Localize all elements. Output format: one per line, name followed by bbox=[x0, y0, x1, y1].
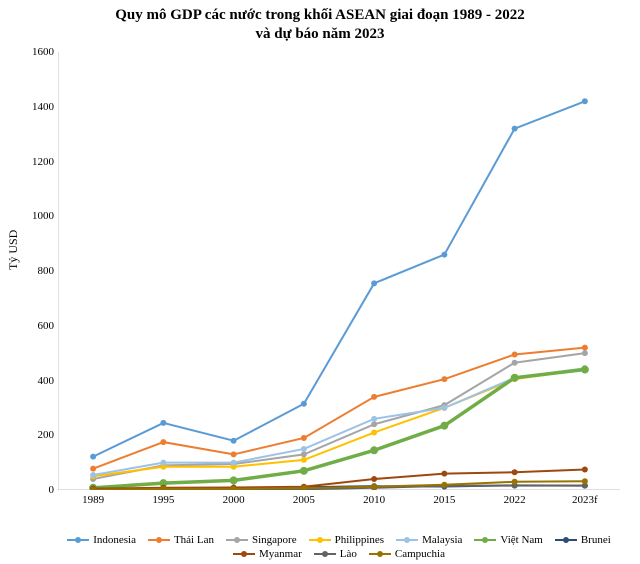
x-tick-label: 2000 bbox=[223, 494, 245, 506]
title-line-1: Quy mô GDP các nước trong khối ASEAN gia… bbox=[115, 7, 525, 23]
y-tick-label: 1000 bbox=[32, 210, 54, 222]
legend-swatch bbox=[474, 539, 496, 541]
legend-swatch bbox=[314, 553, 336, 555]
legend-label: Myanmar bbox=[259, 548, 302, 560]
x-tick-label: 2015 bbox=[433, 494, 455, 506]
x-tick-label: 2005 bbox=[293, 494, 315, 506]
plot-area bbox=[58, 52, 620, 490]
legend-label: Thái Lan bbox=[174, 534, 214, 546]
legend-item: Singapore bbox=[226, 534, 297, 546]
y-tick-label: 1400 bbox=[32, 101, 54, 113]
y-tick-label: 1200 bbox=[32, 156, 54, 168]
legend-item: Thái Lan bbox=[148, 534, 214, 546]
legend-item: Campuchia bbox=[369, 548, 445, 560]
legend-label: Indonesia bbox=[93, 534, 136, 546]
legend-item: Brunei bbox=[555, 534, 611, 546]
legend-swatch bbox=[148, 539, 170, 541]
legend-label: Brunei bbox=[581, 534, 611, 546]
legend: Indonesia Thái Lan Singapore Philippines Mal… bbox=[58, 534, 620, 560]
legend-item: Malaysia bbox=[396, 534, 462, 546]
y-axis-label: Tỷ USD bbox=[6, 230, 21, 270]
x-tick-label: 2023f bbox=[572, 494, 598, 506]
x-tick-label: 2010 bbox=[363, 494, 385, 506]
y-tick-label: 200 bbox=[38, 429, 55, 441]
legend-label: Malaysia bbox=[422, 534, 462, 546]
chart-svg bbox=[58, 52, 620, 490]
legend-label: Campuchia bbox=[395, 548, 445, 560]
legend-swatch bbox=[369, 553, 391, 555]
y-tick-label: 400 bbox=[38, 375, 55, 387]
gdp-chart: Quy mô GDP các nước trong khối ASEAN gia… bbox=[0, 0, 640, 564]
legend-label: Singapore bbox=[252, 534, 297, 546]
y-tick-label: 0 bbox=[49, 484, 55, 496]
legend-swatch bbox=[233, 553, 255, 555]
legend-item: Lào bbox=[314, 548, 357, 560]
y-tick-label: 1600 bbox=[32, 46, 54, 58]
y-tick-label: 600 bbox=[38, 320, 55, 332]
title-line-2: và dự báo năm 2023 bbox=[255, 26, 384, 42]
legend-swatch bbox=[396, 539, 418, 541]
x-tick-label: 2022 bbox=[504, 494, 526, 506]
x-tick-label: 1989 bbox=[82, 494, 104, 506]
legend-item: Myanmar bbox=[233, 548, 302, 560]
legend-swatch bbox=[309, 539, 331, 541]
chart-title: Quy mô GDP các nước trong khối ASEAN gia… bbox=[0, 0, 640, 44]
legend-swatch bbox=[67, 539, 89, 541]
y-tick-label: 800 bbox=[38, 265, 55, 277]
legend-label: Lào bbox=[340, 548, 357, 560]
x-tick-label: 1995 bbox=[152, 494, 174, 506]
legend-item: Việt Nam bbox=[474, 534, 542, 546]
legend-swatch bbox=[226, 539, 248, 541]
legend-label: Philippines bbox=[335, 534, 385, 546]
legend-item: Philippines bbox=[309, 534, 385, 546]
legend-swatch bbox=[555, 539, 577, 541]
legend-label: Việt Nam bbox=[500, 534, 542, 546]
legend-item: Indonesia bbox=[67, 534, 136, 546]
